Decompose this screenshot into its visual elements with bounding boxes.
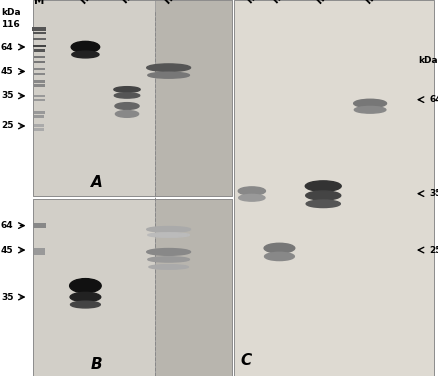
Text: hCG: hCG [120,0,144,6]
Ellipse shape [306,191,341,200]
Text: hCG: hCG [245,0,268,6]
Ellipse shape [148,72,189,78]
Ellipse shape [72,51,99,58]
FancyBboxPatch shape [34,95,45,97]
FancyBboxPatch shape [33,38,46,40]
Ellipse shape [148,257,189,262]
Ellipse shape [239,194,265,201]
Ellipse shape [70,293,101,302]
FancyBboxPatch shape [33,49,46,52]
Ellipse shape [147,249,191,255]
Ellipse shape [114,87,140,92]
Text: 64: 64 [1,42,14,52]
FancyBboxPatch shape [155,199,232,376]
Ellipse shape [354,106,386,113]
Text: kDa: kDa [1,8,21,17]
Text: 35: 35 [1,91,14,100]
Text: M: M [34,0,45,6]
FancyBboxPatch shape [34,111,45,114]
Ellipse shape [70,279,101,293]
FancyBboxPatch shape [33,56,46,58]
FancyBboxPatch shape [155,0,232,196]
FancyBboxPatch shape [33,223,46,228]
Ellipse shape [147,64,191,71]
Text: 64: 64 [1,221,14,230]
Text: 45: 45 [1,246,14,255]
FancyBboxPatch shape [33,44,46,47]
Ellipse shape [354,99,387,108]
Ellipse shape [265,252,294,261]
FancyBboxPatch shape [34,99,45,101]
Text: 35: 35 [429,189,438,198]
FancyBboxPatch shape [32,27,46,30]
Text: hCGββ: hCGββ [78,0,113,6]
FancyBboxPatch shape [34,68,45,70]
FancyBboxPatch shape [33,252,46,256]
FancyBboxPatch shape [34,84,45,86]
Ellipse shape [71,41,99,53]
Ellipse shape [114,93,140,98]
Ellipse shape [147,226,191,232]
Text: A: A [91,175,102,190]
Text: kDa: kDa [418,56,438,65]
Ellipse shape [264,243,295,253]
FancyBboxPatch shape [34,73,45,75]
Ellipse shape [149,265,188,269]
FancyBboxPatch shape [33,199,155,376]
Text: 116: 116 [1,20,20,29]
Ellipse shape [115,103,139,109]
Text: 45: 45 [1,67,14,76]
Ellipse shape [305,181,341,191]
Ellipse shape [148,233,189,237]
FancyBboxPatch shape [34,128,45,130]
FancyBboxPatch shape [34,124,45,127]
Ellipse shape [238,187,265,195]
FancyBboxPatch shape [33,32,46,35]
Ellipse shape [115,111,138,117]
Text: 64: 64 [429,95,438,104]
Text: hCGββ treated: hCGββ treated [315,0,379,6]
Ellipse shape [306,200,340,208]
FancyBboxPatch shape [33,0,155,196]
Text: 35: 35 [1,293,14,302]
Text: hCGββ: hCGββ [363,0,396,6]
Text: C: C [241,353,252,368]
FancyBboxPatch shape [34,115,45,118]
Text: 25: 25 [1,121,14,130]
FancyBboxPatch shape [33,61,46,63]
Text: 25: 25 [429,246,438,255]
Text: B: B [91,357,102,372]
FancyBboxPatch shape [33,248,46,252]
FancyBboxPatch shape [34,80,45,83]
Ellipse shape [71,301,100,308]
Text: hCG treated: hCG treated [271,0,325,6]
FancyBboxPatch shape [234,0,434,376]
Text: hCGαβ: hCGαβ [162,0,196,6]
